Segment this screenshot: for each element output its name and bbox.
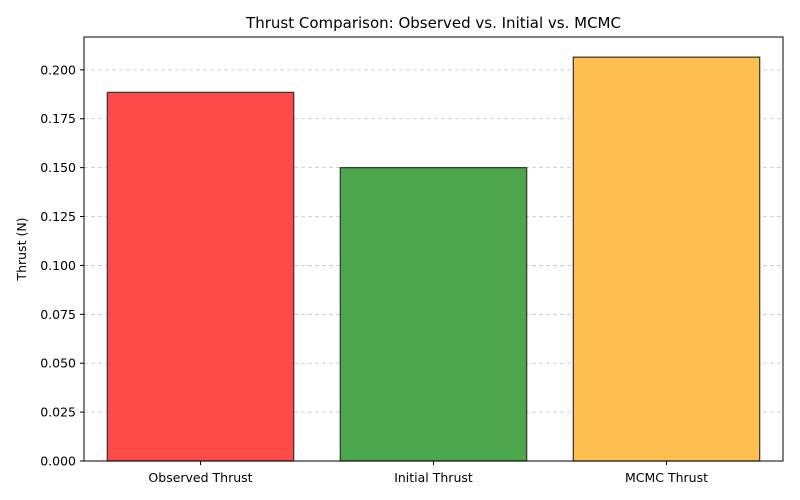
bars	[106, 56, 761, 462]
y-tick-label: 0.125	[40, 209, 76, 224]
plot-frame	[83, 36, 784, 462]
y-tick-label: 0.175	[40, 111, 76, 126]
x-tick-label: Observed Thrust	[148, 470, 252, 485]
y-tick-label: 0.025	[40, 405, 76, 420]
bar-initial-thrust	[339, 167, 528, 462]
y-tick-label: 0.100	[40, 258, 76, 273]
x-axis-ticks: Observed Thrust Initial Thrust MCMC Thrust	[148, 461, 708, 485]
y-tick-label: 0.150	[40, 160, 76, 175]
y-axis-label: Thrust (N)	[14, 217, 29, 281]
y-tick-label: 0.000	[40, 454, 76, 469]
y-tick-label: 0.200	[40, 62, 76, 77]
bar-observed-thrust	[106, 91, 295, 462]
chart-title: Thrust Comparison: Observed vs. Initial …	[245, 14, 621, 32]
x-tick-label: Initial Thrust	[394, 470, 473, 485]
y-tick-label: 0.075	[40, 307, 76, 322]
bar-mcmc-thrust	[572, 56, 761, 462]
y-tick-label: 0.050	[40, 356, 76, 371]
y-axis-ticks: 0.000 0.025 0.050 0.075 0.100 0.125 0.150 0.175…	[40, 62, 84, 469]
x-tick-label: MCMC Thrust	[625, 470, 708, 485]
